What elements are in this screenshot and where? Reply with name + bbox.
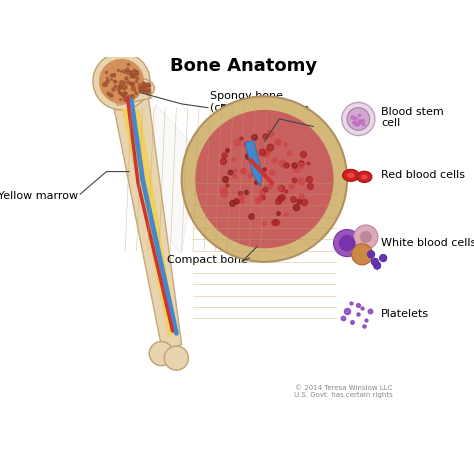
Circle shape bbox=[354, 225, 378, 249]
Circle shape bbox=[360, 231, 372, 243]
Circle shape bbox=[352, 244, 373, 265]
Circle shape bbox=[149, 341, 173, 365]
Text: Platelets: Platelets bbox=[381, 310, 429, 319]
Wedge shape bbox=[182, 97, 347, 262]
Circle shape bbox=[164, 346, 188, 370]
FancyArrow shape bbox=[245, 140, 262, 187]
Text: Blood stem
cell: Blood stem cell bbox=[381, 107, 444, 128]
Text: © 2014 Teresa Winslow LLC
U.S. Govt. has certain rights: © 2014 Teresa Winslow LLC U.S. Govt. has… bbox=[294, 385, 392, 398]
Polygon shape bbox=[121, 108, 176, 339]
Circle shape bbox=[99, 59, 144, 104]
Circle shape bbox=[371, 258, 379, 266]
Ellipse shape bbox=[347, 173, 355, 178]
Circle shape bbox=[334, 230, 361, 256]
Polygon shape bbox=[110, 89, 182, 353]
Circle shape bbox=[93, 53, 150, 110]
Circle shape bbox=[347, 108, 370, 130]
Text: Red blood cells: Red blood cells bbox=[381, 170, 465, 180]
Circle shape bbox=[374, 262, 381, 269]
Circle shape bbox=[367, 250, 375, 258]
Circle shape bbox=[379, 254, 387, 262]
Ellipse shape bbox=[343, 170, 359, 182]
Text: Spongy bone
(contains red
marrow): Spongy bone (contains red marrow) bbox=[210, 91, 284, 124]
Text: Blood vessels in
bone marrow: Blood vessels in bone marrow bbox=[219, 104, 309, 126]
Text: Compact bone: Compact bone bbox=[167, 255, 248, 265]
Ellipse shape bbox=[357, 171, 372, 182]
Circle shape bbox=[342, 103, 375, 135]
Circle shape bbox=[195, 110, 334, 248]
Ellipse shape bbox=[361, 175, 368, 179]
Ellipse shape bbox=[137, 81, 151, 93]
Text: White blood cells: White blood cells bbox=[381, 238, 474, 248]
Text: Yellow marrow: Yellow marrow bbox=[0, 191, 79, 201]
Polygon shape bbox=[152, 104, 197, 254]
Circle shape bbox=[339, 235, 356, 251]
Polygon shape bbox=[110, 89, 152, 105]
Ellipse shape bbox=[134, 79, 155, 96]
Text: Bone Anatomy: Bone Anatomy bbox=[170, 57, 317, 75]
